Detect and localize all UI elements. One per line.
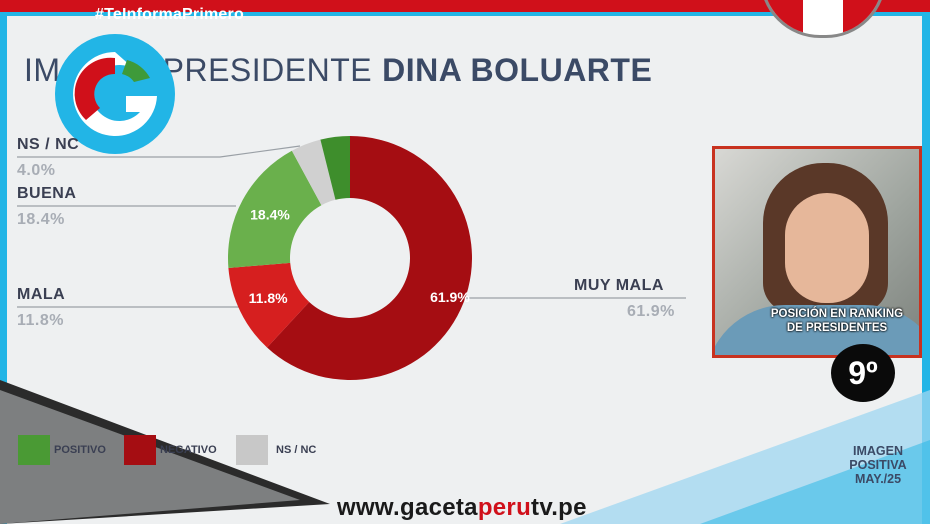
image-note: IMAGEN POSITIVA MAY./25 bbox=[838, 444, 918, 486]
image-note-line3: MAY./25 bbox=[854, 472, 902, 486]
donut-slice-muy-mala bbox=[267, 136, 473, 380]
legend-label-nsnc: NS / NC bbox=[276, 444, 317, 456]
president-photo: POSICIÓN EN RANKING DE PRESIDENTES bbox=[712, 146, 922, 358]
donut-slice-ns-nc bbox=[291, 139, 336, 206]
top-red-bar bbox=[0, 0, 930, 12]
donut-slice-buena bbox=[228, 150, 322, 268]
legend-swatch-nsnc bbox=[236, 435, 268, 465]
label-nsnc-value: 4.0% bbox=[17, 162, 56, 179]
donut-slice-mala bbox=[228, 262, 310, 348]
leader-lines bbox=[17, 145, 686, 308]
label-nsnc-name: NS / NC bbox=[17, 136, 80, 153]
label-buena-name: BUENA bbox=[17, 185, 77, 202]
legend-label-positivo: POSITIVO bbox=[54, 444, 106, 456]
data-label-mala: 11.8% bbox=[249, 290, 288, 306]
donut-slice-muy-buena bbox=[320, 136, 350, 200]
website-prefix: www.gaceta bbox=[337, 494, 478, 521]
label-buena-value: 18.4% bbox=[17, 211, 65, 228]
website-suffix: tv.pe bbox=[531, 494, 587, 521]
label-mala-value: 11.8% bbox=[17, 312, 64, 329]
ranking-badge: 9º bbox=[831, 344, 895, 402]
image-note-line2: POSITIVA bbox=[849, 458, 907, 472]
top-cyan-bar bbox=[0, 12, 930, 16]
website-red: peru bbox=[477, 494, 532, 521]
legend-swatch-positivo bbox=[18, 435, 50, 465]
label-muy-mala-name: MUY MALA bbox=[574, 277, 664, 294]
peru-flag-icon bbox=[760, 0, 886, 38]
website-url[interactable]: www.gacetaperutv.pe bbox=[337, 494, 587, 522]
label-mala-name: MALA bbox=[17, 286, 66, 303]
label-muy-mala-value: 61.9% bbox=[627, 303, 675, 320]
legend-swatch-negativo bbox=[124, 435, 156, 465]
right-cyan-bar bbox=[922, 12, 930, 524]
left-cyan-bar bbox=[0, 12, 7, 524]
legend-label-negativo: NEGATIVO bbox=[160, 444, 217, 456]
photo-caption: POSICIÓN EN RANKING DE PRESIDENTES bbox=[770, 308, 904, 334]
image-note-line1: IMAGEN bbox=[853, 444, 903, 458]
title-part2: DINA BOLUARTE bbox=[382, 52, 653, 88]
gaceta-logo-icon bbox=[55, 34, 175, 154]
bottom-shapes bbox=[0, 380, 930, 524]
leader-line-nsnc bbox=[17, 145, 301, 158]
data-label-buena: 18.4% bbox=[250, 207, 290, 223]
hashtag: #TeInformaPrimero bbox=[95, 6, 244, 23]
data-label-muy-mala: 61.9% bbox=[430, 289, 470, 305]
